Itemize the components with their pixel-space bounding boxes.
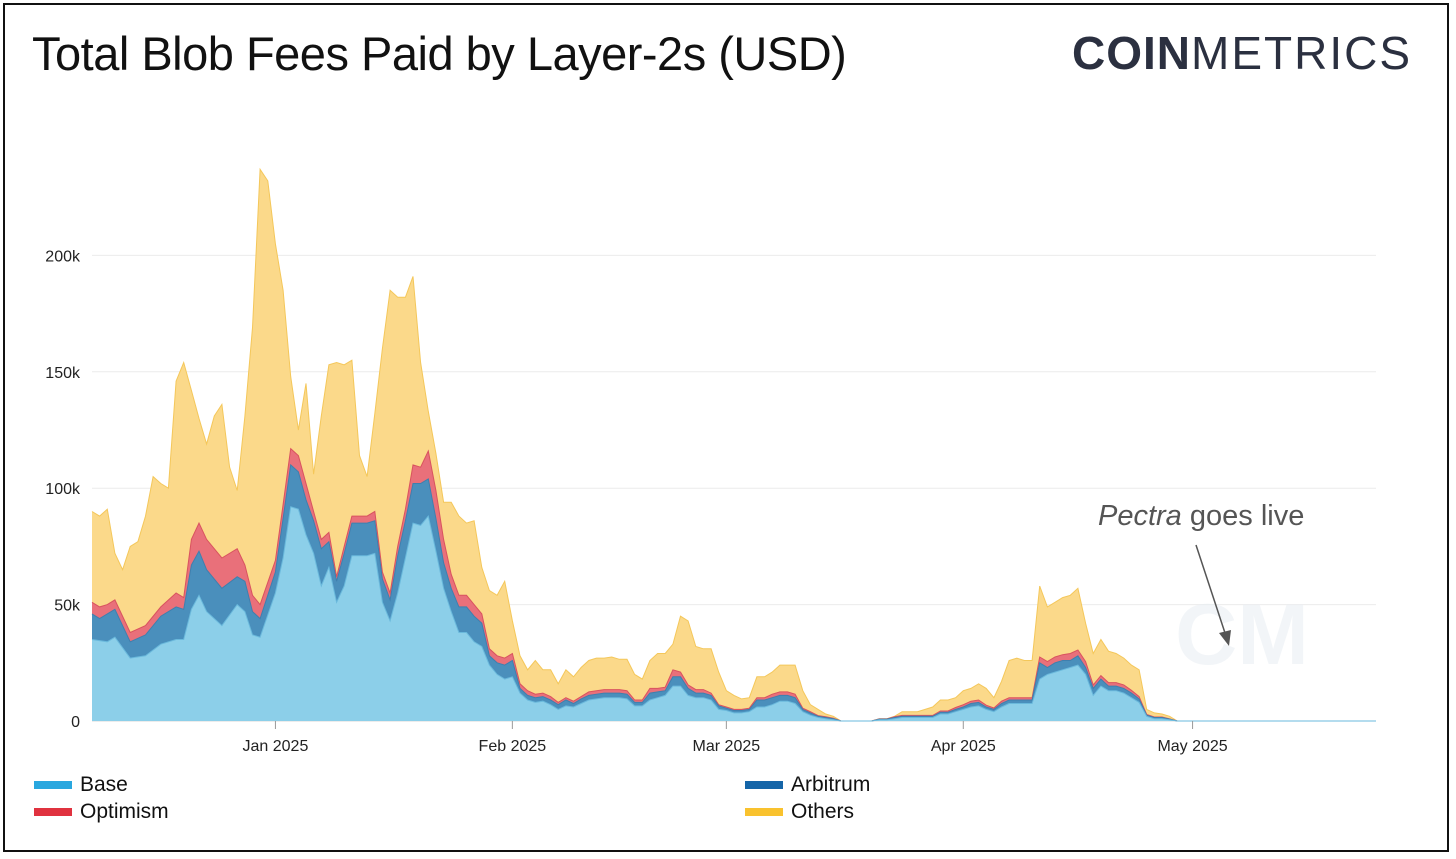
y-tick-label: 200k [45,248,81,265]
series-others-line [91,167,1376,722]
x-tick-label: Apr 2025 [931,738,996,755]
series-optimism-line [91,447,1376,722]
logo-light-text: METRICS [1191,27,1412,79]
stacked-areas [91,167,1376,722]
logo-bold-text: COIN [1072,27,1191,79]
cm-watermark: CM [1175,587,1309,683]
series-base-line [91,506,1376,722]
x-tick-label: Feb 2025 [479,738,547,755]
x-tick-label: May 2025 [1157,738,1227,755]
y-tick-label: 150k [45,365,81,382]
x-tick-label: Mar 2025 [693,738,761,755]
series-base [91,506,1376,722]
y-tick-label: 100k [45,481,81,498]
arrow-shaft [1195,544,1227,637]
y-axis: 0 50k 100k 150k 200k [45,248,81,731]
annotation-italic: Pectra [1098,500,1182,532]
series-arbitrum-line [91,463,1376,722]
y-tick-label: 50k [54,598,81,615]
pectra-annotation: Pectra goes live [1098,500,1304,533]
cm-watermark-text: CM [1175,587,1309,683]
annotation-arrow [1195,544,1231,646]
arrow-head [1219,630,1231,646]
annotation-text: goes live [1181,500,1305,532]
coin-metrics-logo: COINMETRICS [1072,26,1412,80]
y-tick-label: 0 [71,714,80,731]
chart-title: Total Blob Fees Paid by Layer-2s (USD) [32,27,847,80]
x-tick-label: Jan 2025 [243,738,309,755]
x-axis: Jan 2025 Feb 2025 Mar 2025 Apr 2025 May 2025 [243,721,1228,755]
series-base-area [92,506,1376,721]
